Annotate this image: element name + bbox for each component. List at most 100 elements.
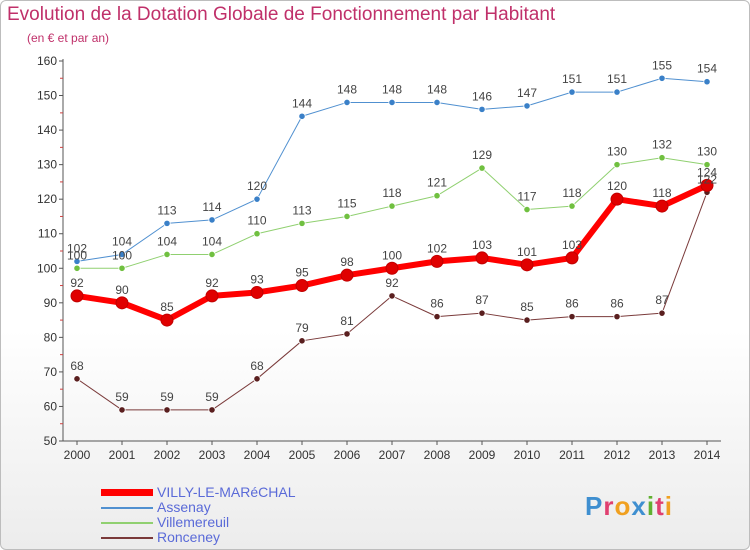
data-label: 120: [607, 179, 627, 193]
data-label: 151: [607, 72, 627, 86]
x-tick-label: 2012: [604, 448, 631, 462]
data-point: [478, 164, 486, 172]
legend-swatch-assenay: [101, 506, 153, 509]
y-tick-label: 120: [37, 192, 57, 206]
data-label: 151: [562, 72, 582, 86]
data-point: [565, 251, 579, 265]
data-label: 132: [652, 138, 672, 152]
y-tick-label: 90: [44, 296, 58, 310]
data-point: [253, 195, 261, 203]
data-point: [298, 219, 306, 227]
data-point: [613, 313, 621, 321]
data-point: [658, 74, 666, 82]
x-tick-label: 2013: [649, 448, 676, 462]
data-point: [433, 313, 441, 321]
data-label: 104: [157, 234, 177, 248]
logo-letter: i: [664, 491, 673, 521]
data-label: 124: [697, 165, 717, 179]
data-label: 85: [520, 300, 534, 314]
data-point: [70, 289, 84, 303]
x-tick-label: 2002: [154, 448, 181, 462]
data-label: 93: [250, 272, 264, 286]
data-point: [295, 279, 309, 293]
data-label: 59: [115, 390, 129, 404]
data-point: [115, 296, 129, 310]
data-point: [568, 313, 576, 321]
data-point: [478, 105, 486, 113]
data-label: 130: [607, 145, 627, 159]
data-label: 104: [112, 234, 132, 248]
data-point: [208, 250, 216, 259]
legend-label-assenay: Assenay: [157, 499, 211, 515]
data-point: [73, 264, 81, 272]
data-label: 146: [472, 89, 492, 103]
data-point: [388, 202, 396, 210]
x-tick-label: 2008: [424, 448, 451, 462]
legend-item-villy: VILLY-LE-MARéCHAL: [101, 484, 296, 500]
x-tick-label: 2014: [694, 448, 721, 462]
data-label: 115: [337, 196, 356, 210]
legend-item-assenay: Assenay: [101, 499, 211, 515]
x-tick-label: 2006: [334, 448, 361, 462]
logo-letter: t: [655, 491, 665, 521]
data-point: [250, 285, 264, 299]
data-point: [430, 254, 444, 268]
x-tick-label: 2009: [469, 448, 496, 462]
legend-item-ronceney: Ronceney: [101, 529, 221, 545]
data-point: [613, 161, 621, 169]
data-label: 100: [382, 248, 402, 262]
legend-swatch-villy: [101, 489, 153, 496]
data-label: 121: [427, 176, 447, 190]
data-label: 104: [202, 234, 222, 248]
y-tick-label: 160: [37, 54, 57, 68]
legend-swatch-ronceney: [101, 536, 153, 539]
data-label: 59: [205, 390, 219, 404]
data-point: [340, 268, 354, 282]
data-label: 118: [652, 186, 671, 200]
data-label: 147: [517, 86, 537, 100]
legend-label-villy: VILLY-LE-MARéCHAL: [157, 484, 296, 500]
data-label: 122: [697, 172, 717, 186]
data-point: [118, 406, 126, 414]
data-label: 113: [157, 203, 176, 217]
data-point: [253, 375, 261, 383]
logo-letter: x: [631, 491, 647, 521]
data-label: 68: [70, 359, 84, 373]
data-label: 129: [472, 148, 492, 162]
data-label: 81: [340, 314, 354, 328]
x-tick-label: 2001: [109, 448, 136, 462]
data-label: 148: [382, 82, 402, 96]
data-label: 86: [565, 297, 579, 311]
x-tick-label: 2007: [379, 448, 406, 462]
data-point: [658, 309, 666, 317]
data-label: 87: [475, 293, 489, 307]
data-point: [298, 337, 306, 345]
y-tick-label: 130: [37, 158, 57, 172]
data-point: [703, 78, 711, 86]
data-point: [118, 264, 126, 272]
data-point: [703, 161, 711, 169]
legend-label-villemereuil: Villemereuil: [157, 514, 230, 530]
data-label: 148: [427, 82, 447, 96]
data-point: [163, 406, 171, 414]
data-point: [343, 330, 351, 338]
data-label: 120: [247, 179, 267, 193]
chart-subtitle: (en € et par an): [27, 31, 110, 45]
data-label: 155: [652, 58, 672, 72]
data-label: 79: [295, 321, 309, 335]
logo-letter: r: [603, 491, 615, 521]
data-point: [298, 112, 306, 120]
data-label: 103: [472, 238, 492, 252]
logo-letter: P: [585, 491, 604, 521]
x-tick-label: 2005: [289, 448, 316, 462]
data-point: [658, 154, 666, 162]
data-label: 118: [562, 186, 581, 200]
data-label: 102: [67, 241, 87, 255]
x-tick-label: 2004: [244, 448, 271, 462]
data-point: [523, 205, 531, 214]
legend-label-ronceney: Ronceney: [157, 529, 221, 545]
data-label: 100: [112, 248, 132, 262]
data-point: [208, 406, 216, 414]
